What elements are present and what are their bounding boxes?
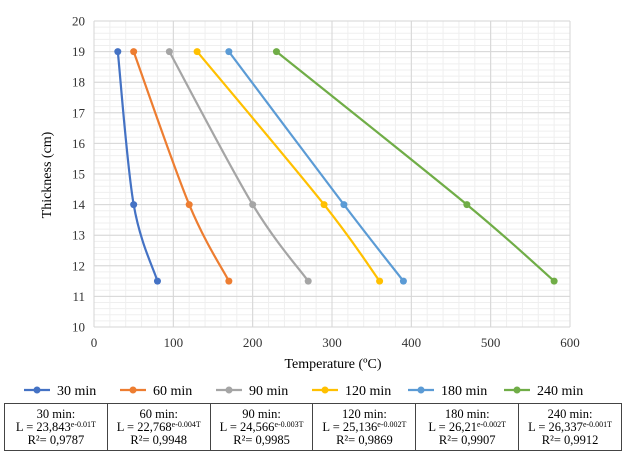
equation-formula: L = 26,21e-0.002T	[417, 419, 517, 434]
data-point	[320, 201, 328, 209]
data-point	[376, 277, 384, 285]
equation-exponent: e-0.004T	[171, 419, 201, 429]
data-point	[193, 48, 201, 56]
equation-r2: R²= 0,9912	[541, 432, 599, 447]
chart-series	[114, 48, 558, 285]
y-tick-label: 13	[72, 228, 85, 243]
equation-base: L = 23,843	[15, 419, 71, 434]
x-tick-label: 400	[402, 335, 422, 350]
y-tick-label: 10	[72, 320, 85, 335]
equation-formula: L = 22,768e-0.004T	[109, 419, 209, 434]
data-point	[114, 48, 122, 56]
legend-label: 180 min	[441, 384, 487, 399]
legend-marker	[129, 386, 137, 394]
axis-ticks: 0 100 200 300 400 500 600 10 11 12 13 14 15 16 17 18 19 2…	[72, 14, 580, 351]
equation-r2: R²= 0,9907	[438, 432, 496, 447]
y-tick-label: 19	[72, 44, 85, 59]
x-tick-label: 600	[560, 335, 580, 350]
legend-label: 90 min	[249, 384, 288, 399]
equation-label: 180 min:	[444, 406, 490, 421]
line-chart: 0 100 200 300 400 500 600 10 11 12 13 14 15 16 17 18 19 2…	[24, 14, 583, 399]
data-point	[272, 48, 280, 56]
equations-row: 30 min: L = 23,843e-0.01T R²= 0,9787 60 min…	[4, 403, 622, 451]
equations-table: 30 min: L = 23,843e-0.01T R²= 0,9787 60 min…	[4, 403, 622, 451]
x-tick-label: 300	[322, 335, 342, 350]
series-line	[227, 50, 405, 282]
equation-formula: L = 25,136e-0.002T	[314, 419, 414, 434]
data-point	[225, 277, 233, 285]
equation-label: 90 min:	[242, 406, 281, 421]
series-line	[275, 50, 555, 282]
equation-base: L = 25,136	[322, 419, 378, 434]
data-point	[225, 48, 233, 56]
y-tick-label: 11	[72, 289, 85, 304]
data-point	[153, 277, 161, 285]
equation-exponent: e-0.002T	[476, 419, 507, 429]
legend-marker	[33, 386, 41, 394]
equation-cell: 90 min: L = 24,566e-0.003T R²= 0,9985	[209, 403, 314, 451]
legend-marker	[513, 386, 521, 394]
y-tick-label: 15	[72, 167, 85, 182]
x-tick-label: 100	[164, 335, 184, 350]
equation-cell: 240 min: L = 26,337e-0.001T R²= 0,9912	[518, 403, 622, 451]
data-point	[304, 277, 312, 285]
equation-base: L = 24,566	[219, 419, 275, 434]
equation-base: L = 26,337	[528, 419, 583, 434]
equation-base: L = 26,21	[428, 419, 477, 434]
series-line	[168, 51, 310, 282]
legend-label: 120 min	[345, 384, 391, 399]
data-point	[249, 201, 257, 209]
x-tick-label: 0	[91, 335, 98, 350]
y-axis-title: Thickness (cm)	[40, 131, 55, 218]
equation-label: 120 min:	[342, 406, 387, 421]
equation-exponent: e-0.003T	[274, 419, 304, 429]
legend-marker	[321, 386, 329, 394]
equation-cell: 120 min: L = 25,136e-0.002T R²= 0,9869	[312, 403, 417, 451]
y-tick-label: 17	[72, 105, 86, 120]
x-axis-title: Temperature (ºC)	[284, 357, 381, 372]
legend-label: 240 min	[537, 384, 583, 399]
y-tick-label: 12	[72, 258, 85, 273]
equation-label: 240 min:	[547, 406, 593, 421]
equation-formula: L = 23,843e-0.01T	[6, 419, 106, 434]
x-tick-label: 200	[243, 335, 263, 350]
data-point	[130, 201, 138, 209]
equation-label: 30 min:	[36, 406, 76, 421]
series-line	[132, 51, 230, 282]
equation-exponent: e-0.002T	[377, 419, 407, 429]
legend-marker	[225, 386, 233, 394]
equation-r2: R²= 0,9869	[336, 432, 393, 447]
data-point	[185, 201, 193, 209]
data-point	[550, 277, 558, 285]
equation-cell: 180 min: L = 26,21e-0.002T R²= 0,9907	[415, 403, 520, 451]
y-tick-label: 20	[72, 14, 85, 29]
y-tick-label: 16	[72, 136, 86, 151]
y-tick-label: 14	[72, 197, 86, 212]
legend-label: 30 min	[57, 384, 96, 399]
equation-cell: 60 min: L = 22,768e-0.004T R²= 0,9948	[106, 403, 211, 451]
equation-r2: R²= 0,9787	[27, 432, 85, 447]
legend-marker	[417, 386, 425, 394]
x-tick-label: 500	[481, 335, 501, 350]
series-line	[196, 50, 381, 282]
data-point	[399, 277, 407, 285]
legend-label: 60 min	[153, 384, 192, 399]
data-point	[463, 201, 471, 209]
equation-base: L = 22,768	[116, 419, 172, 434]
equation-formula: L = 26,337e-0.001T	[520, 419, 620, 434]
series-line	[116, 51, 159, 282]
equation-exponent: e-0.01T	[70, 419, 96, 429]
equation-label: 60 min:	[139, 406, 179, 421]
data-point	[130, 48, 138, 56]
data-point	[340, 201, 348, 209]
chart-grid	[93, 20, 571, 328]
equation-formula: L = 24,566e-0.003T	[212, 419, 312, 434]
chart-legend: 30 min 60 min 90 min 120 min 180 min 240 min	[24, 384, 583, 399]
data-point	[165, 48, 173, 56]
y-tick-label: 18	[72, 75, 85, 90]
equation-r2: R²= 0,9948	[130, 432, 188, 447]
equation-cell: 30 min: L = 23,843e-0.01T R²= 0,9787	[4, 403, 108, 451]
equation-r2: R²= 0,9985	[233, 432, 290, 447]
equation-exponent: e-0.001T	[582, 419, 613, 429]
